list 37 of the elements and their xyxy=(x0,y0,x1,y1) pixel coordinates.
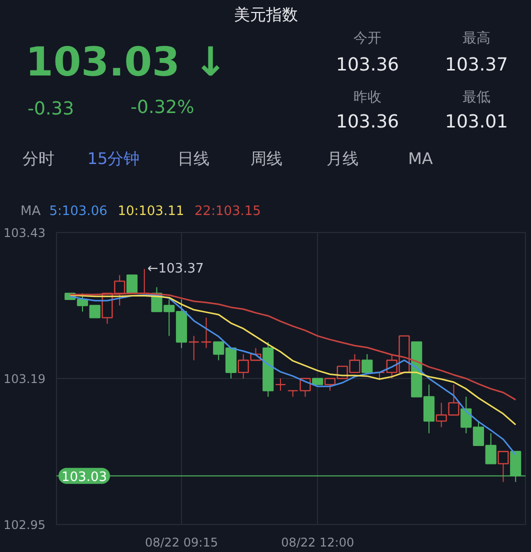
text: 日线 xyxy=(178,149,210,168)
x-tick-label: 08/22 09:15 xyxy=(144,536,218,550)
text: 昨收 xyxy=(354,90,382,106)
text: 10:103.11 xyxy=(118,204,184,219)
candlestick xyxy=(126,274,138,294)
candlestick xyxy=(362,354,373,374)
text: 22:103.15 xyxy=(194,204,261,219)
text: MA xyxy=(408,149,433,168)
text: -0.33 xyxy=(28,98,74,120)
candlestick xyxy=(200,317,212,349)
candlestick xyxy=(274,378,286,392)
y-tick-label: 103.19 xyxy=(4,372,46,386)
candlestick xyxy=(498,450,509,482)
text: 103.36 xyxy=(336,112,399,132)
text: 最高 xyxy=(462,30,490,46)
candlestick xyxy=(188,335,200,361)
text: 分时 xyxy=(22,149,54,168)
text: 103.03 ↓ xyxy=(26,40,228,86)
candlestick xyxy=(312,378,324,386)
text: 15分钟 xyxy=(87,149,140,168)
y-tick-label: 102.95 xyxy=(4,518,46,532)
x-tick-label: 08/22 12:00 xyxy=(281,536,354,550)
text: 周线 xyxy=(250,149,282,168)
text: 5:103.06 xyxy=(49,204,108,219)
text: 103.36 xyxy=(336,54,399,76)
ref-line-label: 103.03 xyxy=(62,470,107,485)
text: 最低 xyxy=(462,90,490,106)
text: 103.37 xyxy=(445,54,508,76)
text: -0.32% xyxy=(130,97,194,118)
y-tick-label: 103.43 xyxy=(4,226,46,240)
chart-title: 美元指数 xyxy=(234,5,298,24)
text: 今开 xyxy=(354,30,382,46)
annotation: ←103.37 xyxy=(147,262,204,276)
line-series xyxy=(69,294,516,426)
text: 月线 xyxy=(326,149,358,168)
legend-title: MA xyxy=(20,204,41,219)
text: 103.01 xyxy=(445,112,508,132)
